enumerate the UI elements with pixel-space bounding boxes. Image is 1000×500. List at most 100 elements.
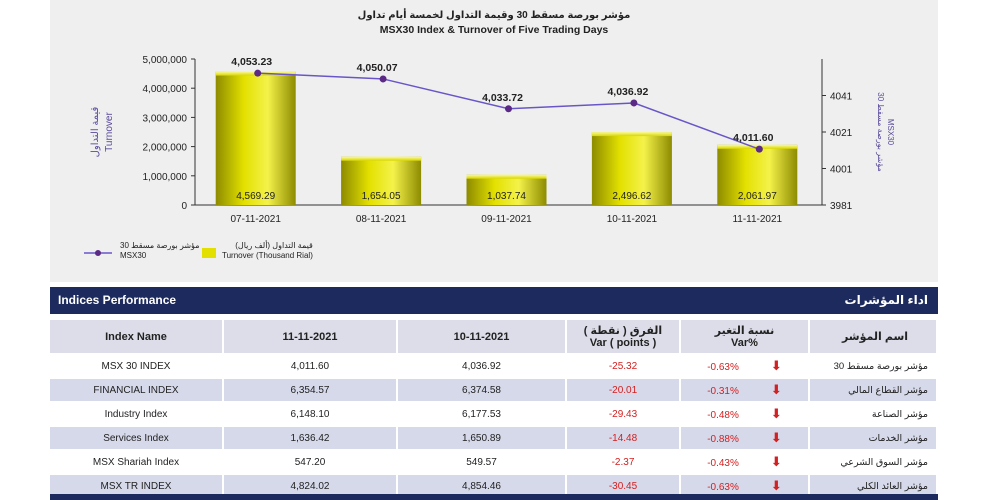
date-2-cell: 4,036.92 <box>398 355 567 377</box>
bar <box>591 132 672 205</box>
date-1-cell: 6,354.57 <box>224 379 398 401</box>
date-2-cell-text: 4,854.46 <box>462 480 501 492</box>
var-cell-text: -29.43 <box>608 408 638 420</box>
down-arrow-icon: ⬇ <box>770 478 782 493</box>
date-1-cell-text: 6,148.10 <box>290 408 330 420</box>
date-2-cell: 4,854.46 <box>398 475 567 497</box>
bar-value-label: 1,654.05 <box>362 191 401 202</box>
col-var-en: Var ( points ) <box>589 336 657 349</box>
var-cell: -20.01 <box>567 379 681 401</box>
pct-cell-text: -0.48% <box>707 410 739 421</box>
index-name-cell: Services Index <box>50 427 224 449</box>
index-name-ar-cell-text: مؤشر الخدمات <box>868 432 928 444</box>
index-name-ar-cell-text: مؤشر القطاع المالي <box>848 384 928 396</box>
date-1-cell: 547.20 <box>224 451 398 473</box>
y-right-label-ar: مؤشر بورصة مسقط 30 <box>876 92 885 171</box>
col-pct-en: Var% <box>731 336 758 349</box>
y-right-tick-label: 4001 <box>830 165 853 176</box>
x-tick-label: 08-11-2021 <box>356 214 407 225</box>
pct-cell-text: -0.31% <box>707 386 739 397</box>
col-index-name: Index Name <box>50 320 224 353</box>
down-arrow-icon: ⬇ <box>770 430 782 445</box>
col-pct-ar: نسبة التغير <box>714 324 775 337</box>
msx30-point <box>630 99 638 107</box>
date-1-cell-text: 1,636.42 <box>290 432 330 444</box>
bar <box>466 174 547 205</box>
var-cell: -14.48 <box>567 427 681 449</box>
msx30-value-label: 4,011.60 <box>733 132 773 144</box>
index-name-ar-cell: مؤشر السوق الشرعي <box>810 451 938 473</box>
index-name-ar-cell: مؤشر بورصة مسقط 30 <box>810 355 938 377</box>
date-2-cell: 1,650.89 <box>398 427 567 449</box>
x-tick-label: 10-11-2021 <box>607 214 658 225</box>
col-date-2: 10-11-2021 <box>398 320 567 353</box>
var-cell: -30.45 <box>567 475 681 497</box>
y-right-tick-label: 4021 <box>830 128 853 139</box>
chart-panel: مؤشر بورصة مسقط 30 وقيمة التداول لخمسة أ… <box>50 0 938 282</box>
pct-cell-text: -0.88% <box>707 434 739 445</box>
index-name-ar-cell-text: مؤشر بورصة مسقط 30 <box>833 360 928 372</box>
bar-value-label: 4,569.29 <box>236 191 275 202</box>
legend-line: مؤشر بورصة مسقط 30 MSX30 <box>120 241 199 261</box>
date-1-cell-text: 6,354.57 <box>290 384 330 396</box>
date-2-cell: 6,177.53 <box>398 403 567 425</box>
x-tick-label: 09-11-2021 <box>481 214 532 225</box>
index-name-cell-text: MSX 30 INDEX <box>101 360 171 372</box>
chart-title-ar: مؤشر بورصة مسقط 30 وقيمة التداول لخمسة أ… <box>358 8 631 21</box>
pct-cell: -0.31% ⬇ <box>681 379 810 401</box>
date-1-cell: 4,011.60 <box>224 355 398 377</box>
table-row: Services Index 1,636.42 1,650.89 -14.48 -0.8… <box>50 427 938 449</box>
index-name-cell-text: FINANCIAL INDEX <box>93 384 179 396</box>
date-1-cell-text: 547.20 <box>294 456 326 468</box>
legend-bar-label-ar: قيمة التداول (ألف ريال) <box>235 241 313 250</box>
date-2-cell: 549.57 <box>398 451 567 473</box>
date-2-cell-text: 6,374.58 <box>462 384 501 396</box>
var-cell-text: -30.45 <box>608 480 638 492</box>
var-cell-text: -20.01 <box>608 384 638 396</box>
x-tick-label: 07-11-2021 <box>230 214 281 225</box>
var-cell: -29.43 <box>567 403 681 425</box>
bar-value-label: 1,037.74 <box>487 191 526 202</box>
plot-group: 5,000,000 4,000,000 3,000,000 2,000,000 1,00… <box>143 55 853 225</box>
index-name-ar-cell-text: مؤشر السوق الشرعي <box>840 456 928 468</box>
down-arrow-icon: ⬇ <box>770 382 782 397</box>
y-left-tick-label: 0 <box>181 201 187 212</box>
index-name-ar-cell: مؤشر القطاع المالي <box>810 379 938 401</box>
legend-bar-marker <box>202 248 216 258</box>
pct-cell: -0.48% ⬇ <box>681 403 810 425</box>
pct-cell: -0.88% ⬇ <box>681 427 810 449</box>
down-arrow-icon: ⬇ <box>770 406 782 421</box>
index-name-ar-cell: مؤشر الصناعة <box>810 403 938 425</box>
index-name-cell: MSX Shariah Index <box>50 451 224 473</box>
index-name-ar-cell: مؤشر الخدمات <box>810 427 938 449</box>
index-name-cell: Industry Index <box>50 403 224 425</box>
pct-cell-text: -0.63% <box>707 362 739 373</box>
col-index-name-ar: اسم المؤشر <box>810 320 938 353</box>
msx30-value-label: 4,033.72 <box>482 92 523 104</box>
index-name-ar-cell-text: مؤشر العائد الكلي <box>857 480 928 492</box>
msx30-point <box>505 105 512 113</box>
x-tick-label: 11-11-2021 <box>732 214 782 225</box>
y-right-label: MSX30 <box>886 119 895 146</box>
var-cell-text: -2.37 <box>611 456 635 468</box>
date-2-cell: 6,374.58 <box>398 379 567 401</box>
index-name-cell-text: Services Index <box>103 432 169 444</box>
legend-line-label-ar: مؤشر بورصة مسقط 30 <box>120 241 200 250</box>
index-name-cell-text: MSX Shariah Index <box>92 456 180 468</box>
pct-cell-text: -0.63% <box>707 482 739 493</box>
index-name-cell: FINANCIAL INDEX <box>50 379 224 401</box>
bar-value-label: 2,061.97 <box>738 191 777 202</box>
pct-cell: -0.63% ⬇ <box>681 475 810 497</box>
bar <box>215 71 296 206</box>
var-cell: -25.32 <box>567 355 681 377</box>
pct-cell: -0.43% ⬇ <box>681 451 810 473</box>
msx30-point <box>254 69 262 77</box>
y-left-tick-label: 3,000,000 <box>143 113 188 124</box>
bar-top <box>466 174 547 179</box>
bar <box>717 144 798 205</box>
bar-top <box>341 156 422 161</box>
table-row: MSX TR INDEX 4,824.02 4,854.46 -30.45 -0.63%… <box>50 475 938 497</box>
date-1-cell: 4,824.02 <box>224 475 398 497</box>
var-cell-text: -25.32 <box>608 360 638 372</box>
col-var: الفرق ( نقطة ) Var ( points ) <box>567 320 681 353</box>
